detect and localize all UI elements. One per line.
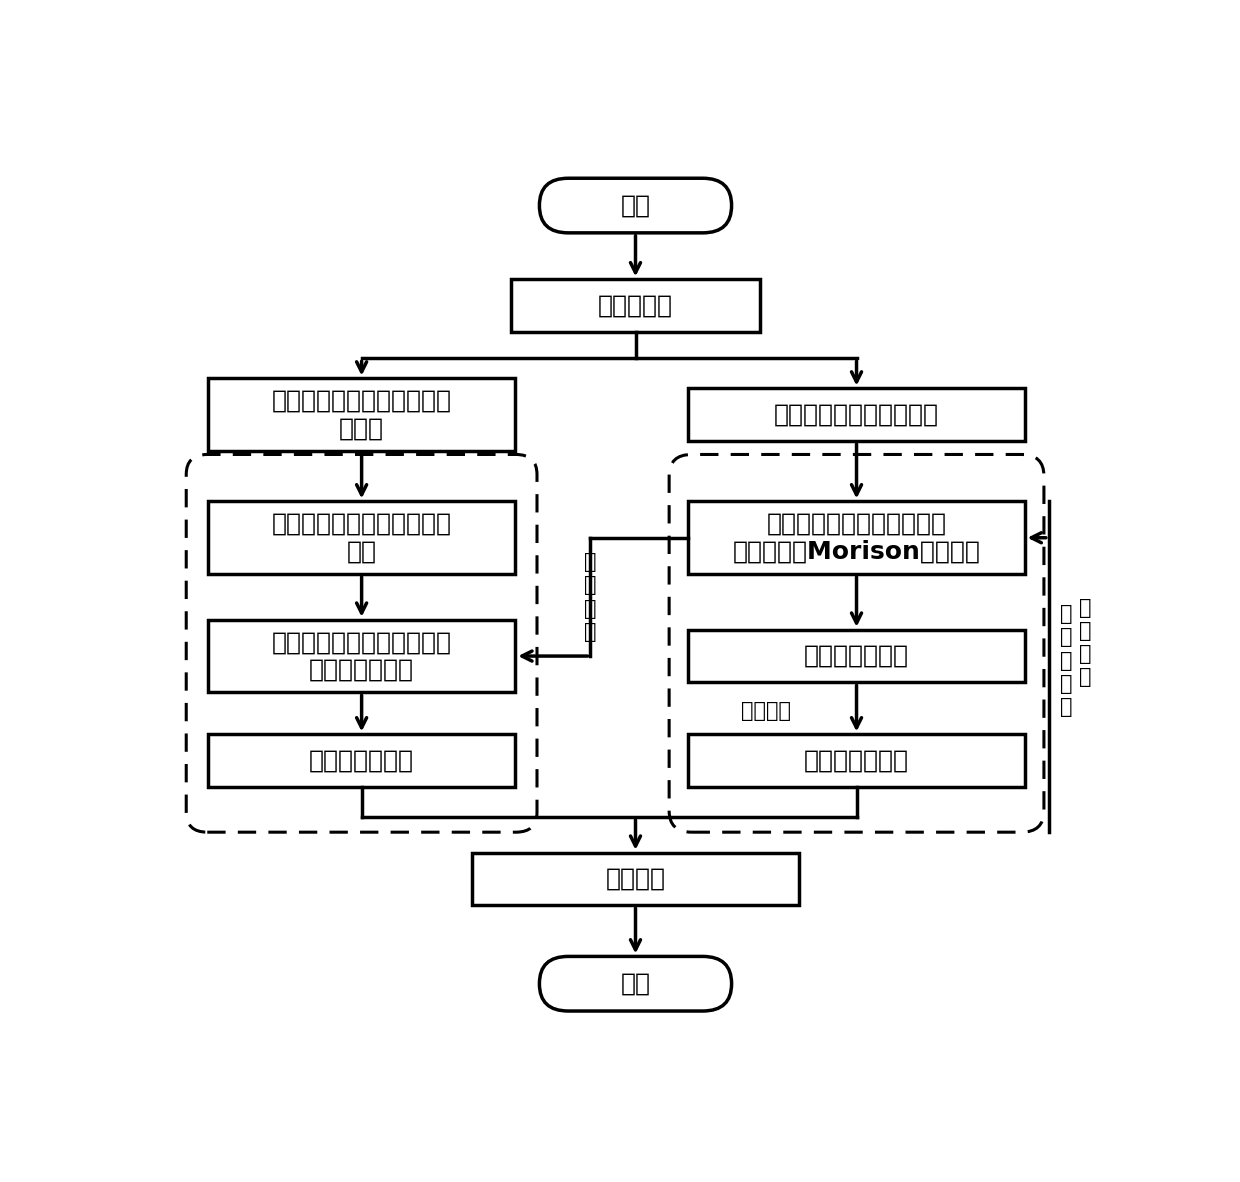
FancyBboxPatch shape xyxy=(688,630,1024,682)
Text: 位
移
数
据: 位 移 数 据 xyxy=(584,552,596,642)
Text: 划分子结构: 划分子结构 xyxy=(598,293,673,318)
FancyBboxPatch shape xyxy=(208,619,516,693)
FancyBboxPatch shape xyxy=(208,378,516,452)
FancyBboxPatch shape xyxy=(208,734,516,787)
Text: 多轴作动器对隧道管体外壁
和行车路面加载: 多轴作动器对隧道管体外壁 和行车路面加载 xyxy=(272,630,451,682)
Text: 开始: 开始 xyxy=(620,194,651,217)
FancyBboxPatch shape xyxy=(208,501,516,574)
Text: 有限元建模：车辆为列车模
型，流体由Morison方程模拟: 有限元建模：车辆为列车模 型，流体由Morison方程模拟 xyxy=(733,512,981,564)
FancyBboxPatch shape xyxy=(688,389,1024,441)
Text: 数据呈现: 数据呈现 xyxy=(605,868,666,891)
FancyBboxPatch shape xyxy=(539,178,732,233)
FancyBboxPatch shape xyxy=(472,852,799,905)
Text: 预制加工和安装隧道管体及
锚索: 预制加工和安装隧道管体及 锚索 xyxy=(272,512,451,564)
Text: 数据存储与转换: 数据存储与转换 xyxy=(309,748,414,773)
Text: 力、位移: 力、位移 xyxy=(742,701,791,721)
Text: 结束: 结束 xyxy=(620,972,651,995)
Text: 力
数
据
反
馈: 力 数 据 反 馈 xyxy=(1060,604,1073,717)
FancyBboxPatch shape xyxy=(511,279,760,332)
Text: 荷载施加与求解: 荷载施加与求解 xyxy=(804,644,909,668)
FancyBboxPatch shape xyxy=(539,956,732,1011)
Text: 物理子结构：悬浮隧道管体
及锚索: 物理子结构：悬浮隧道管体 及锚索 xyxy=(272,389,451,441)
FancyBboxPatch shape xyxy=(688,734,1024,787)
Text: 数值子结构：车辆及流体: 数值子结构：车辆及流体 xyxy=(774,403,939,427)
Text: 数据存储与转换: 数据存储与转换 xyxy=(804,748,909,773)
FancyBboxPatch shape xyxy=(688,501,1024,574)
Text: 模
型
更
新: 模 型 更 新 xyxy=(1079,598,1091,687)
